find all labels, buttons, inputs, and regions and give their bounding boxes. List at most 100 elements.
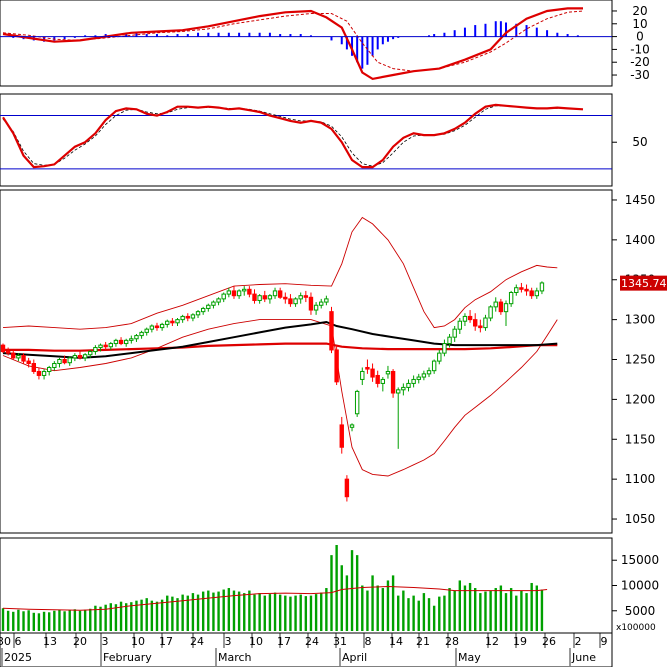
y-tick-label: 1050 [625,512,656,526]
candle-body [11,352,16,359]
candlesticks [0,281,545,502]
candle [437,349,442,365]
candle-body [247,288,252,295]
candle [134,333,139,342]
candle-body [283,296,288,300]
candle [406,379,411,392]
candle-body [277,290,283,298]
candle-body [5,351,11,354]
candle [503,300,509,327]
candle-body [529,290,534,297]
candle [272,287,278,299]
candle [82,353,88,362]
candle [293,297,298,307]
candle-body [349,424,355,428]
x-axis-frame [0,632,613,667]
candle [375,370,380,388]
candle [154,322,160,331]
x-day-label: 3 [102,635,109,648]
x-day-label: 21 [416,635,430,648]
candle [493,297,498,312]
candle [206,303,211,312]
candle-body [380,378,386,384]
candle [149,324,155,333]
candle-body [396,389,401,394]
candle-body [411,378,416,384]
candle-body [72,355,78,359]
candle [360,367,365,386]
x-day-label: 28 [445,635,459,648]
candle [221,292,226,303]
candle-body [303,295,309,298]
rsi-line [2,103,584,169]
x-day-label: 24 [190,635,204,648]
candle-body [46,366,52,372]
x-day-label: 20 [73,635,87,648]
candle [41,369,47,380]
candle [421,370,427,381]
candle [467,310,473,323]
candle [236,289,242,299]
candle [426,367,432,378]
candle [303,290,309,303]
candle [385,365,391,379]
candle-body [21,355,26,362]
candle [524,284,529,296]
candle [77,351,83,360]
candle [118,337,124,346]
y-tick-label: -20 [630,55,650,69]
last-price-box [620,275,667,291]
candle-body [16,355,21,359]
candle-body [385,370,391,375]
candle [88,349,93,358]
candle-body [313,304,319,311]
candle [11,349,16,360]
candle [144,327,149,336]
candle-body [206,304,211,309]
candle [108,341,113,350]
x-day-label: 26 [542,635,556,648]
y-tick-label: 1400 [625,233,656,247]
moving-average-red [3,342,558,352]
candle-body [103,344,108,348]
candle-body [334,349,339,383]
candle [175,318,180,327]
candle-body [242,288,247,292]
candle-body [231,290,237,297]
candle-body [329,311,334,351]
x-day-label: 9 [601,635,608,648]
candle [257,294,262,304]
candle [170,318,175,327]
candle-body [221,293,226,300]
candle [5,347,11,356]
candle-body [519,287,524,290]
y-tick-label: 10 [632,17,647,31]
candle-body [508,292,514,305]
candle-body [52,362,57,368]
macd-line [2,7,583,81]
candle-body [180,315,185,321]
candle-body [190,314,196,319]
candle-body [272,290,278,297]
y-tick-label: 15000 [621,553,659,567]
candle [98,343,103,352]
candle-body [457,320,463,330]
candle-body [139,331,144,337]
candle-body [293,298,298,305]
candle [262,290,267,303]
x-day-label: 17 [159,635,173,648]
candle [93,345,98,355]
candle-body [175,319,180,324]
candle [252,289,257,304]
candle-body [118,339,124,345]
candle [519,282,524,293]
candle [514,284,519,296]
x-month-labels: 2025 February March April May June [1,648,596,666]
candle [457,318,463,334]
candle-body [503,303,509,313]
x-month-label: May [458,651,481,664]
candle-body [339,424,344,448]
candle-body [200,307,206,313]
